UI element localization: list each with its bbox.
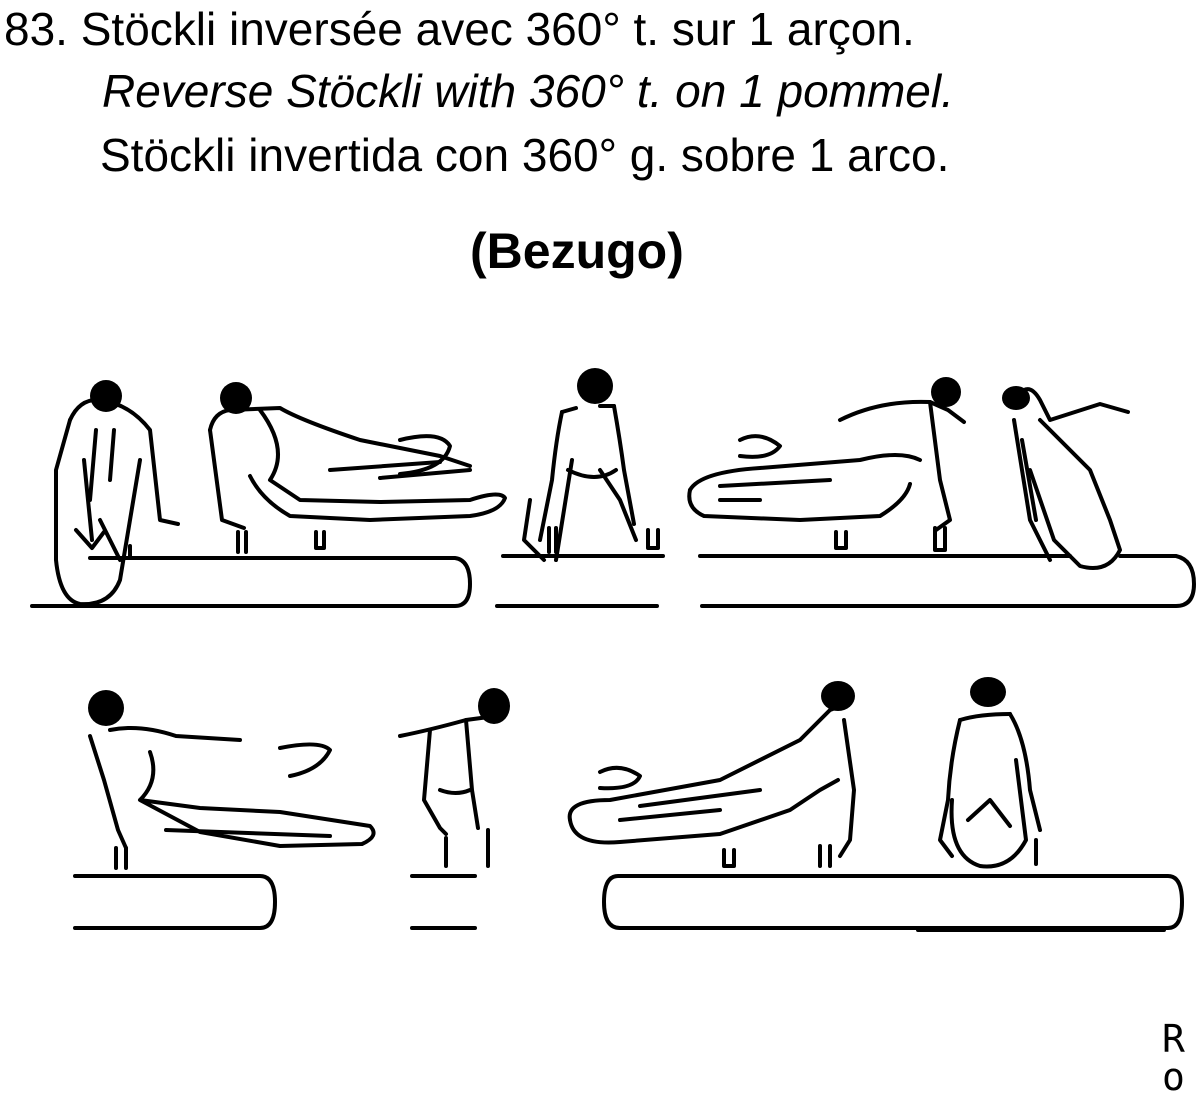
horse-segment-row2-d bbox=[916, 838, 1166, 932]
gymnast-figure-6 bbox=[88, 726, 376, 850]
gymnast-figure-8 bbox=[567, 702, 856, 858]
gymnast-figure-3 bbox=[522, 404, 638, 562]
horse-segment-row1-b bbox=[495, 526, 665, 608]
gymnast-figure-9 bbox=[938, 712, 1042, 869]
gymnast-head-1 bbox=[90, 380, 122, 412]
gymnast-figure-5 bbox=[1012, 387, 1130, 570]
gymnast-figure-4 bbox=[687, 399, 966, 532]
gymnast-figure-7 bbox=[398, 714, 498, 836]
gymnast-figure-1 bbox=[54, 397, 180, 607]
corner-mark-bottom: o bbox=[1162, 1055, 1185, 1099]
horse-segment-row1-c bbox=[698, 526, 1196, 608]
gymnast-head-3 bbox=[577, 368, 613, 404]
horse-segment-row1-a bbox=[30, 530, 472, 608]
horse-segment-row2-a bbox=[73, 846, 277, 930]
heading-english: Reverse Stöckli with 360° t. on 1 pommel… bbox=[102, 65, 954, 117]
gymnast-head-5 bbox=[1002, 386, 1030, 410]
gymnast-head-9 bbox=[970, 677, 1006, 707]
heading-french: 83. Stöckli inversée avec 360° t. sur 1 … bbox=[4, 3, 915, 55]
gymnast-head-7 bbox=[478, 688, 510, 724]
heading-spanish: Stöckli invertida con 360° g. sobre 1 ar… bbox=[100, 129, 950, 181]
gymnast-head-4 bbox=[931, 377, 961, 407]
gymnast-figure-2 bbox=[208, 406, 507, 530]
horse-segment-row2-c bbox=[602, 844, 1184, 930]
element-name: (Bezugo) bbox=[470, 223, 684, 279]
gymnast-head-6 bbox=[88, 690, 124, 726]
horse-segment-row2-b bbox=[410, 828, 490, 930]
corner-mark: R o bbox=[1162, 1020, 1185, 1096]
gymnast-head-8 bbox=[821, 681, 855, 711]
gymnast-head-2 bbox=[220, 382, 252, 414]
corner-mark-top: R bbox=[1162, 1017, 1185, 1061]
